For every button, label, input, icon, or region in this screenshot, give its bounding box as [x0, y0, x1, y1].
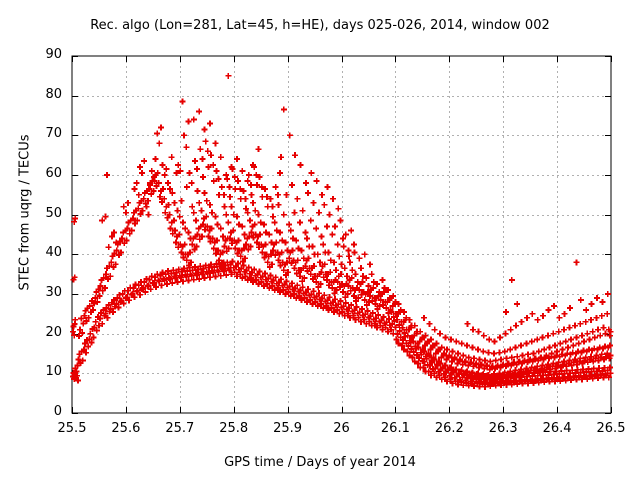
y-tick-label: 60 [45, 166, 62, 181]
y-tick-label: 90 [45, 47, 62, 62]
x-tick-label: 26.5 [596, 421, 626, 436]
y-tick-label: 50 [45, 205, 62, 221]
x-tick-label: 25.5 [57, 421, 87, 436]
x-tick-label: 26.1 [380, 421, 410, 436]
x-tick-label: 26.4 [542, 421, 572, 436]
x-tick-label: 26 [333, 421, 350, 436]
x-tick-label: 25.9 [273, 421, 303, 436]
x-tick-label: 25.6 [111, 421, 141, 436]
y-tick-label: 80 [45, 86, 62, 102]
x-tick-label: 25.8 [219, 421, 249, 436]
y-tick-label: 70 [45, 126, 62, 142]
x-tick-label: 25.7 [165, 421, 195, 436]
data-points [70, 72, 614, 390]
x-tick-label: 26.3 [488, 421, 518, 436]
y-tick-label: 0 [53, 404, 62, 419]
y-tick-label: 10 [45, 364, 62, 380]
y-tick-label: 40 [45, 245, 62, 261]
y-tick-label: 30 [45, 285, 62, 300]
plot-frame [71, 55, 612, 414]
chart-title: Rec. algo (Lon=281, Lat=45, h=HE), days … [90, 18, 550, 33]
x-axis-title: GPS time / Days of year 2014 [224, 455, 416, 470]
y-tick-label: 20 [45, 324, 62, 340]
x-tick-label: 26.2 [434, 421, 464, 436]
